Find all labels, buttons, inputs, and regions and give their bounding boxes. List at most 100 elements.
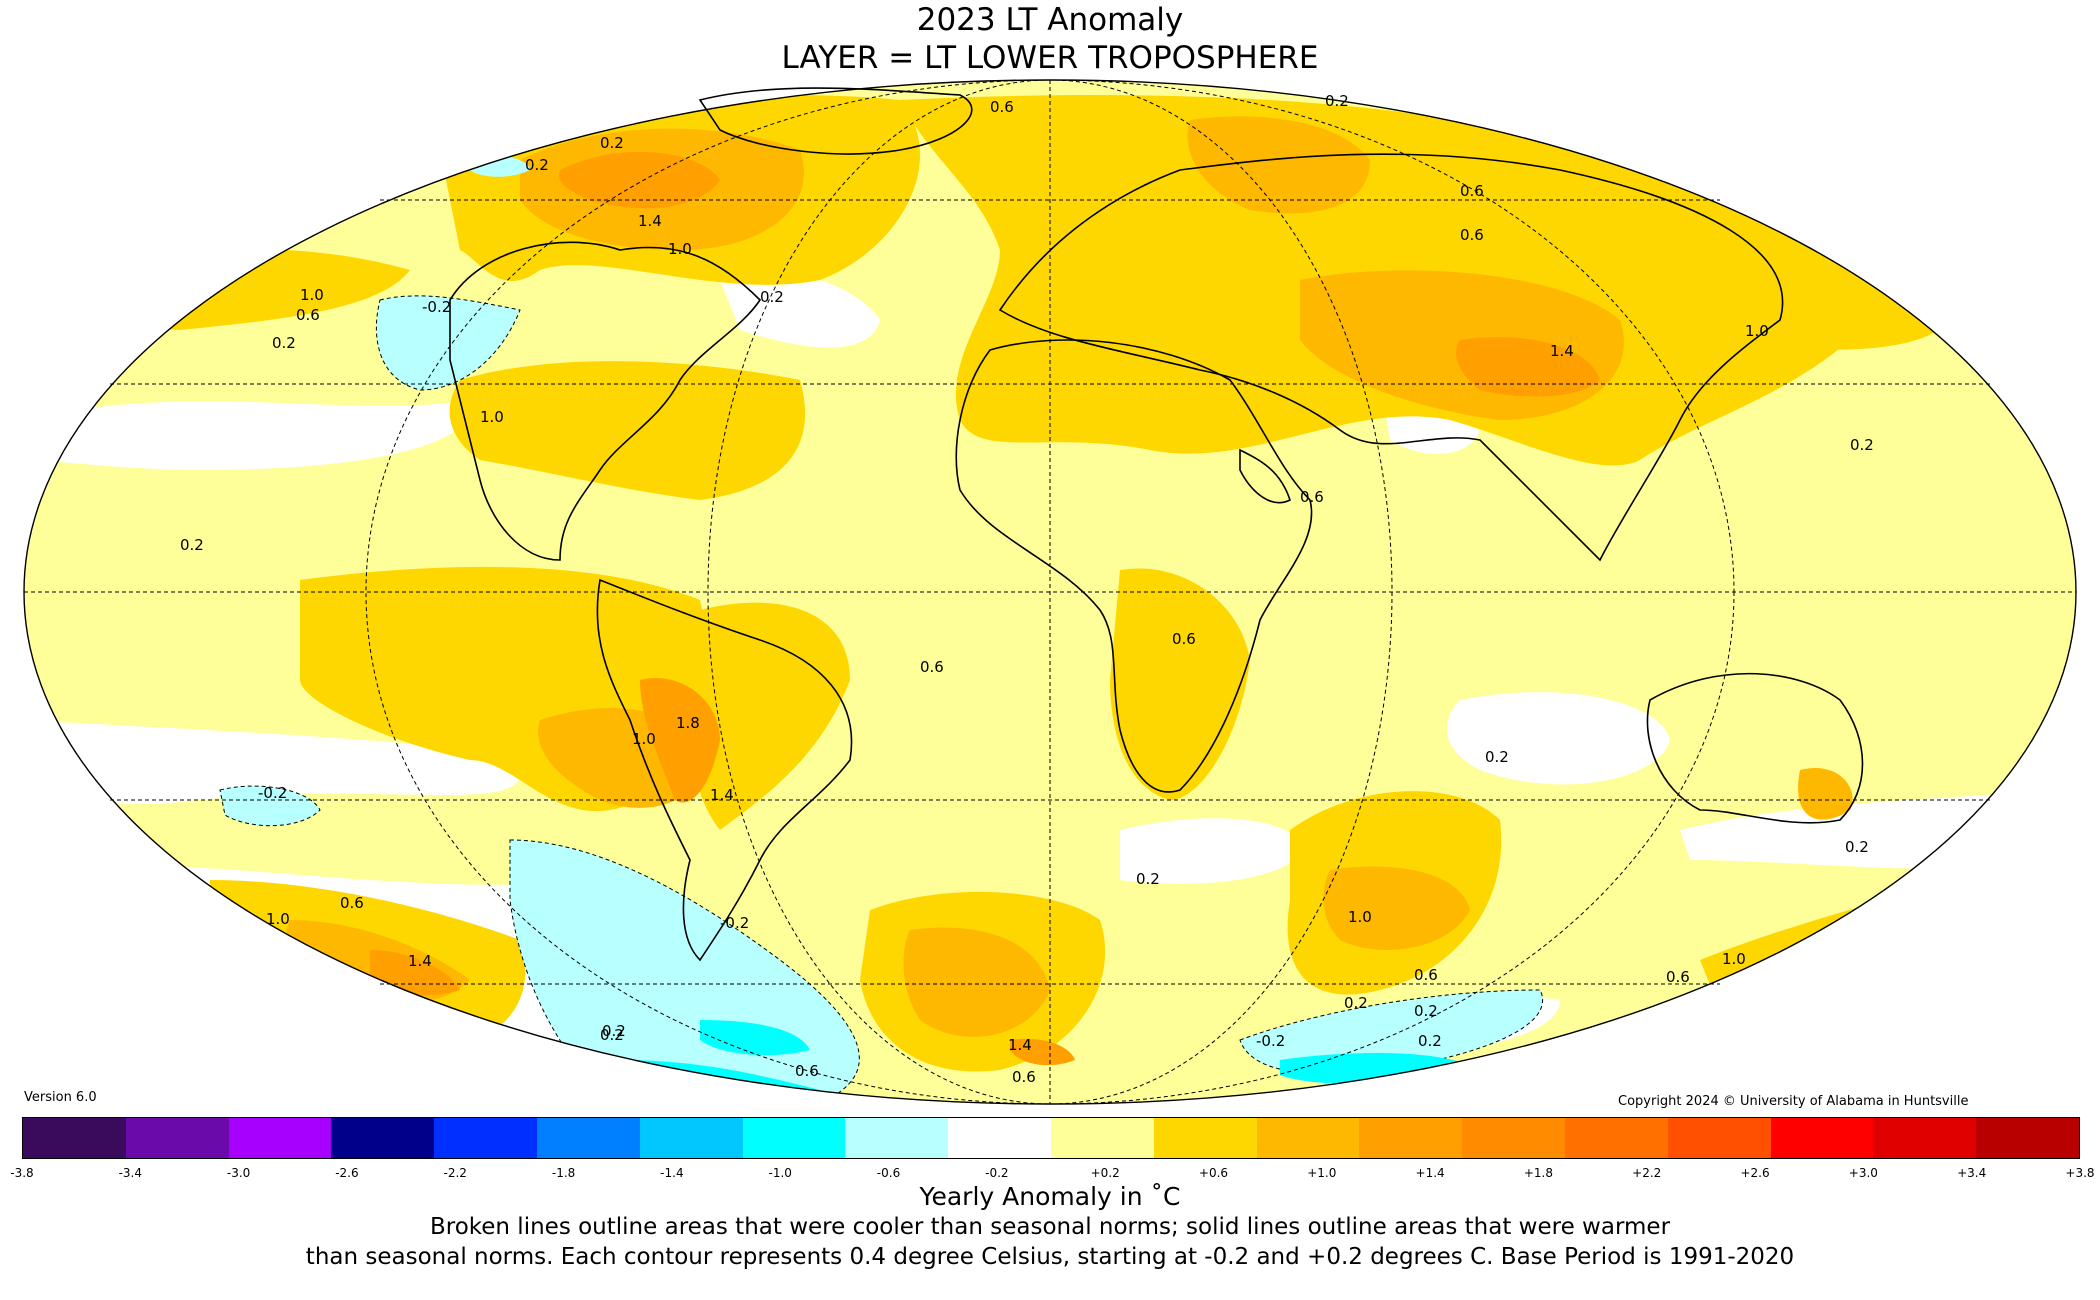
contour-label: 0.2 [272,334,296,352]
colorbar-tick-label: -3.0 [226,1166,251,1180]
colorbar-tick-label: +2.2 [1632,1166,1662,1180]
north-america-outline [449,241,762,561]
contour-label: 0.6 [1460,226,1484,244]
anomaly-band-cold [700,1020,810,1056]
colorbar-swatch [1256,1118,1360,1158]
colorbar-swatch [948,1118,1051,1158]
colorbar-swatch [1873,1118,1977,1158]
caption-line-1: Broken lines outline areas that were coo… [429,1214,1671,1240]
colorbar-swatch [1564,1118,1668,1158]
contour-label: 1.0 [1722,950,1746,968]
contour-label: -0.2 [258,784,287,802]
contour-label: 0.6 [1300,488,1324,506]
colorbar-swatch [1153,1118,1257,1158]
colorbar-swatch [228,1118,332,1158]
colorbar-tick-label: -2.6 [335,1166,359,1180]
globe-outline [23,79,2077,1105]
contour-label: 1.0 [1348,908,1372,926]
colorbar-swatch [742,1118,846,1158]
anomaly-band-1.0-1.4 [903,927,1050,1037]
anomaly-band-1.0-1.4 [1323,866,1470,950]
colorbar-swatch [1050,1118,1154,1158]
contour-label: 0.6 [1012,1068,1036,1086]
colorbar-tick-label: -1.4 [660,1166,684,1180]
greenland-outline [698,87,973,155]
contour-label: 1.4 [408,952,432,970]
contour-label: 0.6 [795,1062,819,1080]
colorbar-tick-label: +1.0 [1307,1166,1337,1180]
colorbar-swatch [434,1118,537,1158]
contour-label: -0.2 [720,914,749,932]
colorbar-tick-label: +3.4 [1957,1166,1987,1180]
colorbar-tick-label: +3.0 [1848,1166,1878,1180]
contour-label: 1.0 [1745,322,1769,340]
anomaly-band-1.0-1.4 [1187,116,1370,214]
contour-label: 1.4 [1008,1036,1032,1054]
contour-label: 1.0 [266,910,290,928]
contour-label: 1.4 [1550,342,1574,360]
contour-label: 0.6 [296,306,320,324]
colorbar-swatch [1359,1118,1463,1158]
south-america-outline [596,578,853,962]
copyright-label: Copyright 2024 © University of Alabama i… [1618,1094,1969,1109]
contour-label: 1.0 [668,240,692,258]
colorbar-tick-label: -1.8 [551,1166,576,1180]
contour-label-group: 0.6 0.2 0.2 0.2 1.4 1.0 0.2 1.0 0.6 0.2 … [180,92,1874,1086]
contour-label: 1.8 [676,714,700,732]
contour-label: -0.2 [422,298,451,316]
version-label: Version 6.0 [24,1090,97,1105]
colorbar-tick-label: +0.2 [1090,1166,1120,1180]
colorbar-tick-label: +3.8 [2065,1166,2095,1180]
anomaly-band-0.6-1.0 [691,602,850,830]
contour-label: 1.0 [300,286,324,304]
colorbar-tick-label: +1.4 [1415,1166,1445,1180]
chart-subtitle: LAYER = LT LOWER TROPOSPHERE [781,40,1319,76]
colorbar-unit-label: Yearly Anomaly in ˚C [919,1182,1181,1211]
anomaly-band-cool [375,295,521,391]
contour-label: 0.6 [1666,968,1690,986]
chart-title: 2023 LT Anomaly [916,2,1184,38]
australia-outline [1646,672,1864,824]
contour-label: 0.2 [1418,1032,1442,1050]
contour-label: 0.2 [600,1026,624,1044]
contour-label: 0.6 [1460,182,1484,200]
contour-label: 0.2 [602,1022,626,1040]
colorbar [22,1117,2080,1159]
contour-label: 0.2 [1850,436,1874,454]
anomaly-band-1.4-1.8 [1010,1038,1075,1066]
anomaly-band-neutral [720,273,880,348]
arabia-outline [1239,448,1291,504]
anomaly-band-1.0-1.4 [1798,768,1853,820]
colorbar-swatch [125,1118,229,1158]
contour-label: 0.2 [1485,748,1509,766]
colorbar-tick-label: -1.0 [768,1166,792,1180]
contour-label: 0.2 [1414,1002,1438,1020]
contour-label: -0.2 [1256,1032,1285,1050]
contour-label: 0.2 [1325,92,1349,110]
colorbar-swatch [1976,1118,2079,1158]
contour-label: 0.6 [1414,966,1438,984]
colorbar-tick-label: +2.6 [1740,1166,1770,1180]
colorbar-tick-label: +0.6 [1198,1166,1229,1180]
contour-label: 1.4 [638,212,662,230]
contour-label: 1.4 [710,786,734,804]
world-anomaly-map: 0.6 0.2 0.2 0.2 1.4 1.0 0.2 1.0 0.6 0.2 … [23,79,2077,1105]
contour-label: 0.2 [1845,838,1869,856]
anomaly-band-1.4-1.8 [640,678,720,803]
contour-label: 0.2 [600,134,624,152]
colorbar-swatch [536,1118,640,1158]
colorbar-tick-label: -0.6 [876,1166,901,1180]
contour-label: 1.0 [480,408,504,426]
colorbar-swatch [1462,1118,1565,1158]
colorbar-swatch [639,1118,743,1158]
coastlines [449,87,1864,962]
anomaly-field [24,80,2076,1104]
colorbar-tick-label: -0.2 [985,1166,1009,1180]
colorbar-tick-label: -3.4 [118,1166,143,1180]
colorbar-swatch [331,1118,435,1158]
colorbar-swatch [1770,1118,1874,1158]
contour-label: 0.6 [1172,630,1196,648]
contour-label: 0.2 [1136,870,1160,888]
colorbar-tick-label: -3.8 [10,1166,34,1180]
colorbar-tick-label: -2.2 [443,1166,467,1180]
